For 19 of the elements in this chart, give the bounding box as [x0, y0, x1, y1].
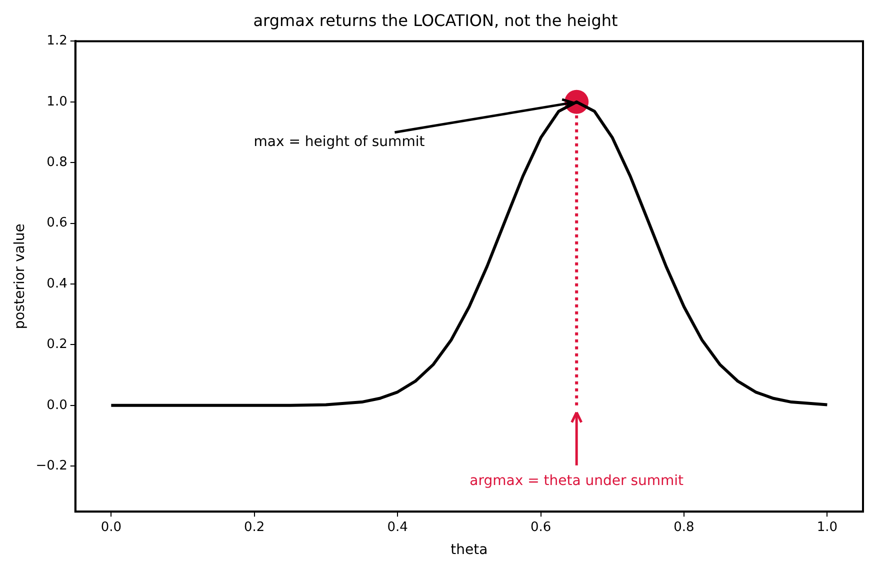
- x-tick-label: 1.0: [816, 520, 838, 535]
- y-tick-label: 0.0: [46, 398, 68, 413]
- x-tick-label: 0.8: [674, 520, 694, 535]
- annotation: argmax = theta under summit: [470, 473, 684, 490]
- x-tick-label: 0.2: [244, 520, 265, 535]
- y-tick-label: 0.2: [46, 337, 68, 352]
- y-tick-label: 0.6: [46, 216, 68, 231]
- x-tick-label: 0.0: [100, 520, 122, 535]
- y-tick-label: 0.8: [46, 154, 68, 170]
- x-tick-label: 0.6: [530, 520, 552, 535]
- x-axis-title: theta: [450, 542, 488, 558]
- y-tick-label: 1.2: [46, 34, 68, 49]
- y-tick-label: 0.4: [46, 276, 68, 292]
- y-axis-title: posterior value: [12, 224, 28, 330]
- y-tick-label: 1.0: [46, 94, 68, 110]
- y-tick-label: −0.2: [36, 458, 68, 474]
- x-tick-label: 0.4: [387, 520, 408, 535]
- annotation: max = height of summit: [254, 134, 426, 150]
- chart-title: argmax returns the LOCATION, not the height: [253, 10, 618, 30]
